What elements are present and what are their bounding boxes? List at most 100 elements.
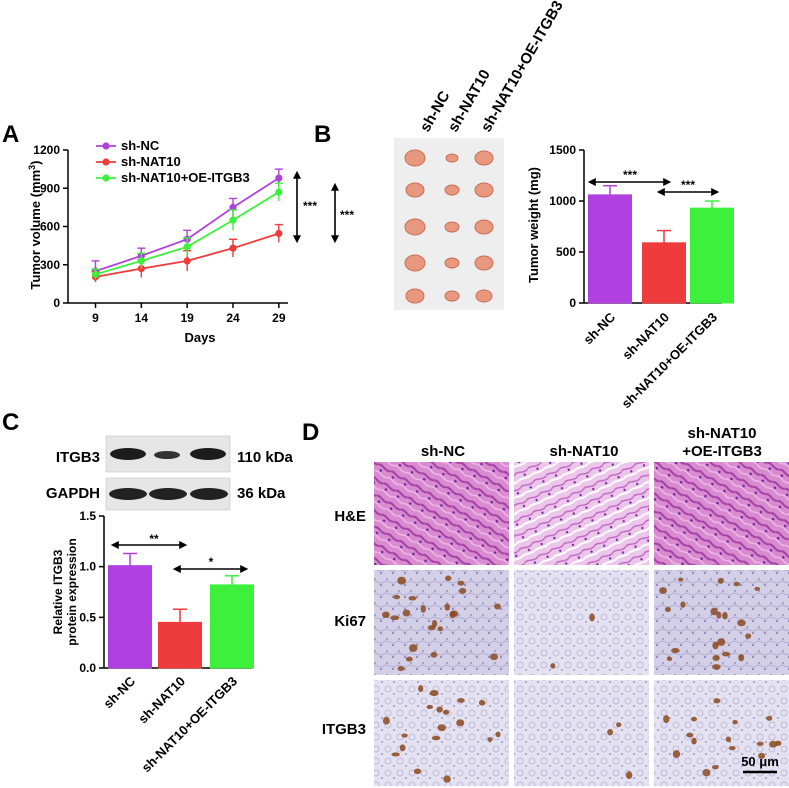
panel-a-legend-marker	[102, 174, 110, 182]
tumor-specimen	[444, 221, 460, 233]
brown-stain	[663, 715, 670, 724]
photo-label-sh-nat10-oe-itgb3: sh-NAT10+OE-ITGB3	[478, 0, 567, 135]
blot-band-gapdh-oe	[190, 488, 228, 500]
panel-a-point	[275, 229, 283, 238]
panel-a-point	[275, 188, 283, 196]
brown-stain	[430, 651, 438, 658]
blot-band-itgb3-oe	[190, 448, 226, 460]
brown-stain	[713, 698, 721, 704]
blot-label-itgb3: ITGB3	[56, 449, 100, 466]
brown-stain	[728, 745, 736, 751]
brown-stain	[712, 641, 719, 650]
histology-row-label-ki67: Ki67	[334, 613, 366, 630]
brown-stain	[437, 724, 447, 732]
panel-a-legend-label: sh-NAT10	[121, 154, 181, 169]
brown-stain	[401, 733, 408, 738]
itgb3-image-sh-nc	[374, 680, 509, 786]
he-image-sh-nc	[374, 462, 509, 565]
ki67-image-oe	[654, 570, 789, 675]
panel-c-ytick-label: 1.5	[79, 509, 96, 523]
panel-b-sig-1: ***	[623, 168, 637, 182]
panel-label-a: A	[2, 121, 19, 148]
brown-stain	[487, 737, 493, 742]
panel-c-xtick-label: sh-NAT10	[135, 674, 188, 727]
panel-a-legend-label: sh-NAT10+OE-ITGB3	[121, 170, 250, 185]
scale-bar-label: 50 μm	[741, 754, 779, 769]
brown-stain	[710, 607, 718, 616]
panel-a-point	[229, 216, 237, 224]
tumor-specimen	[444, 257, 460, 269]
panel-a-sig-1: ***	[303, 199, 317, 213]
brown-stain	[756, 741, 764, 746]
panel-a-point	[183, 243, 191, 251]
brown-stain	[712, 655, 720, 661]
brown-stain	[390, 615, 400, 621]
brown-stain	[413, 768, 422, 775]
brown-stain	[436, 706, 443, 713]
tumor-specimen	[474, 255, 494, 271]
brown-stain	[450, 610, 459, 618]
panel-c-sig-1: **	[149, 532, 159, 546]
tumor-specimen	[404, 149, 426, 167]
panel-label-d: D	[302, 419, 319, 446]
panel-b-xtick-label: sh-NC	[580, 309, 618, 347]
panel-a-ytick-label: 600	[40, 220, 60, 234]
panel-a-legend-label: sh-NC	[121, 138, 160, 153]
tumor-specimen	[405, 182, 425, 198]
tumor-specimen	[475, 289, 493, 303]
brown-stain	[722, 611, 728, 620]
panel-c-bar-2	[210, 584, 254, 669]
brown-stain	[690, 716, 698, 722]
blot-size-itgb3: 110 kDa	[237, 449, 294, 466]
brown-stain	[409, 644, 418, 653]
panel-a-legend-marker	[102, 142, 110, 150]
brown-stain	[457, 698, 465, 703]
panel-b-ytick-label: 0	[569, 296, 576, 310]
brown-stain	[766, 715, 773, 721]
brown-stain	[405, 656, 413, 662]
panel-b-ytick-label: 1000	[549, 194, 576, 208]
brown-stain	[393, 594, 401, 600]
brown-stain	[437, 626, 444, 632]
panel-a-xtick-label: 29	[272, 311, 286, 325]
panel-a-xtick-label: 19	[180, 311, 194, 325]
ki67-image-sh-nat10	[514, 570, 649, 675]
brown-stain	[420, 605, 426, 613]
panel-a-xlabel: Days	[184, 330, 215, 345]
brown-stain	[399, 744, 406, 752]
brown-stain	[391, 752, 400, 757]
he-image-sh-nat10	[514, 462, 649, 565]
brown-stain	[664, 606, 671, 613]
brown-stain	[686, 732, 694, 738]
itgb3-image-oe	[654, 680, 789, 786]
brown-stain	[444, 603, 451, 611]
brown-stain	[716, 611, 722, 619]
panel-a-ytick-label: 0	[53, 296, 60, 310]
ki67-image-sh-nc	[374, 570, 509, 675]
brown-stain	[443, 775, 451, 783]
brown-stain	[625, 771, 633, 780]
brown-stain	[711, 765, 719, 770]
brown-stain	[754, 586, 761, 591]
brown-stain	[429, 689, 439, 697]
panel-label-b: B	[314, 121, 331, 148]
panel-c-xtick-label: sh-NAT10+OE-ITGB3	[139, 674, 241, 776]
brown-stain	[589, 613, 595, 622]
brown-stain	[721, 651, 731, 657]
panel-a-xtick-label: 24	[226, 311, 240, 325]
brown-stain	[490, 653, 498, 661]
blot-band-gapdh-sh-nat10	[149, 488, 187, 500]
panel-c-sig-2: *	[209, 555, 214, 569]
panel-a-point	[229, 203, 237, 211]
panel-a-ylabel: Tumor volume (mm3)	[27, 160, 43, 289]
panel-c-xtick-label: sh-NC	[100, 673, 138, 711]
brown-stain	[737, 619, 746, 627]
brown-stain	[397, 576, 407, 585]
panel-a-sig-2: ***	[340, 208, 354, 222]
panel-c-ytick-label: 1.0	[79, 560, 96, 574]
brown-stain	[607, 729, 614, 736]
blot-label-gapdh: GAPDH	[46, 485, 100, 502]
histology-col-label-oe-line2: +OE-ITGB3	[682, 443, 762, 460]
panel-a-ytick-label: 300	[40, 258, 60, 272]
panel-c-bar-0	[108, 565, 152, 669]
